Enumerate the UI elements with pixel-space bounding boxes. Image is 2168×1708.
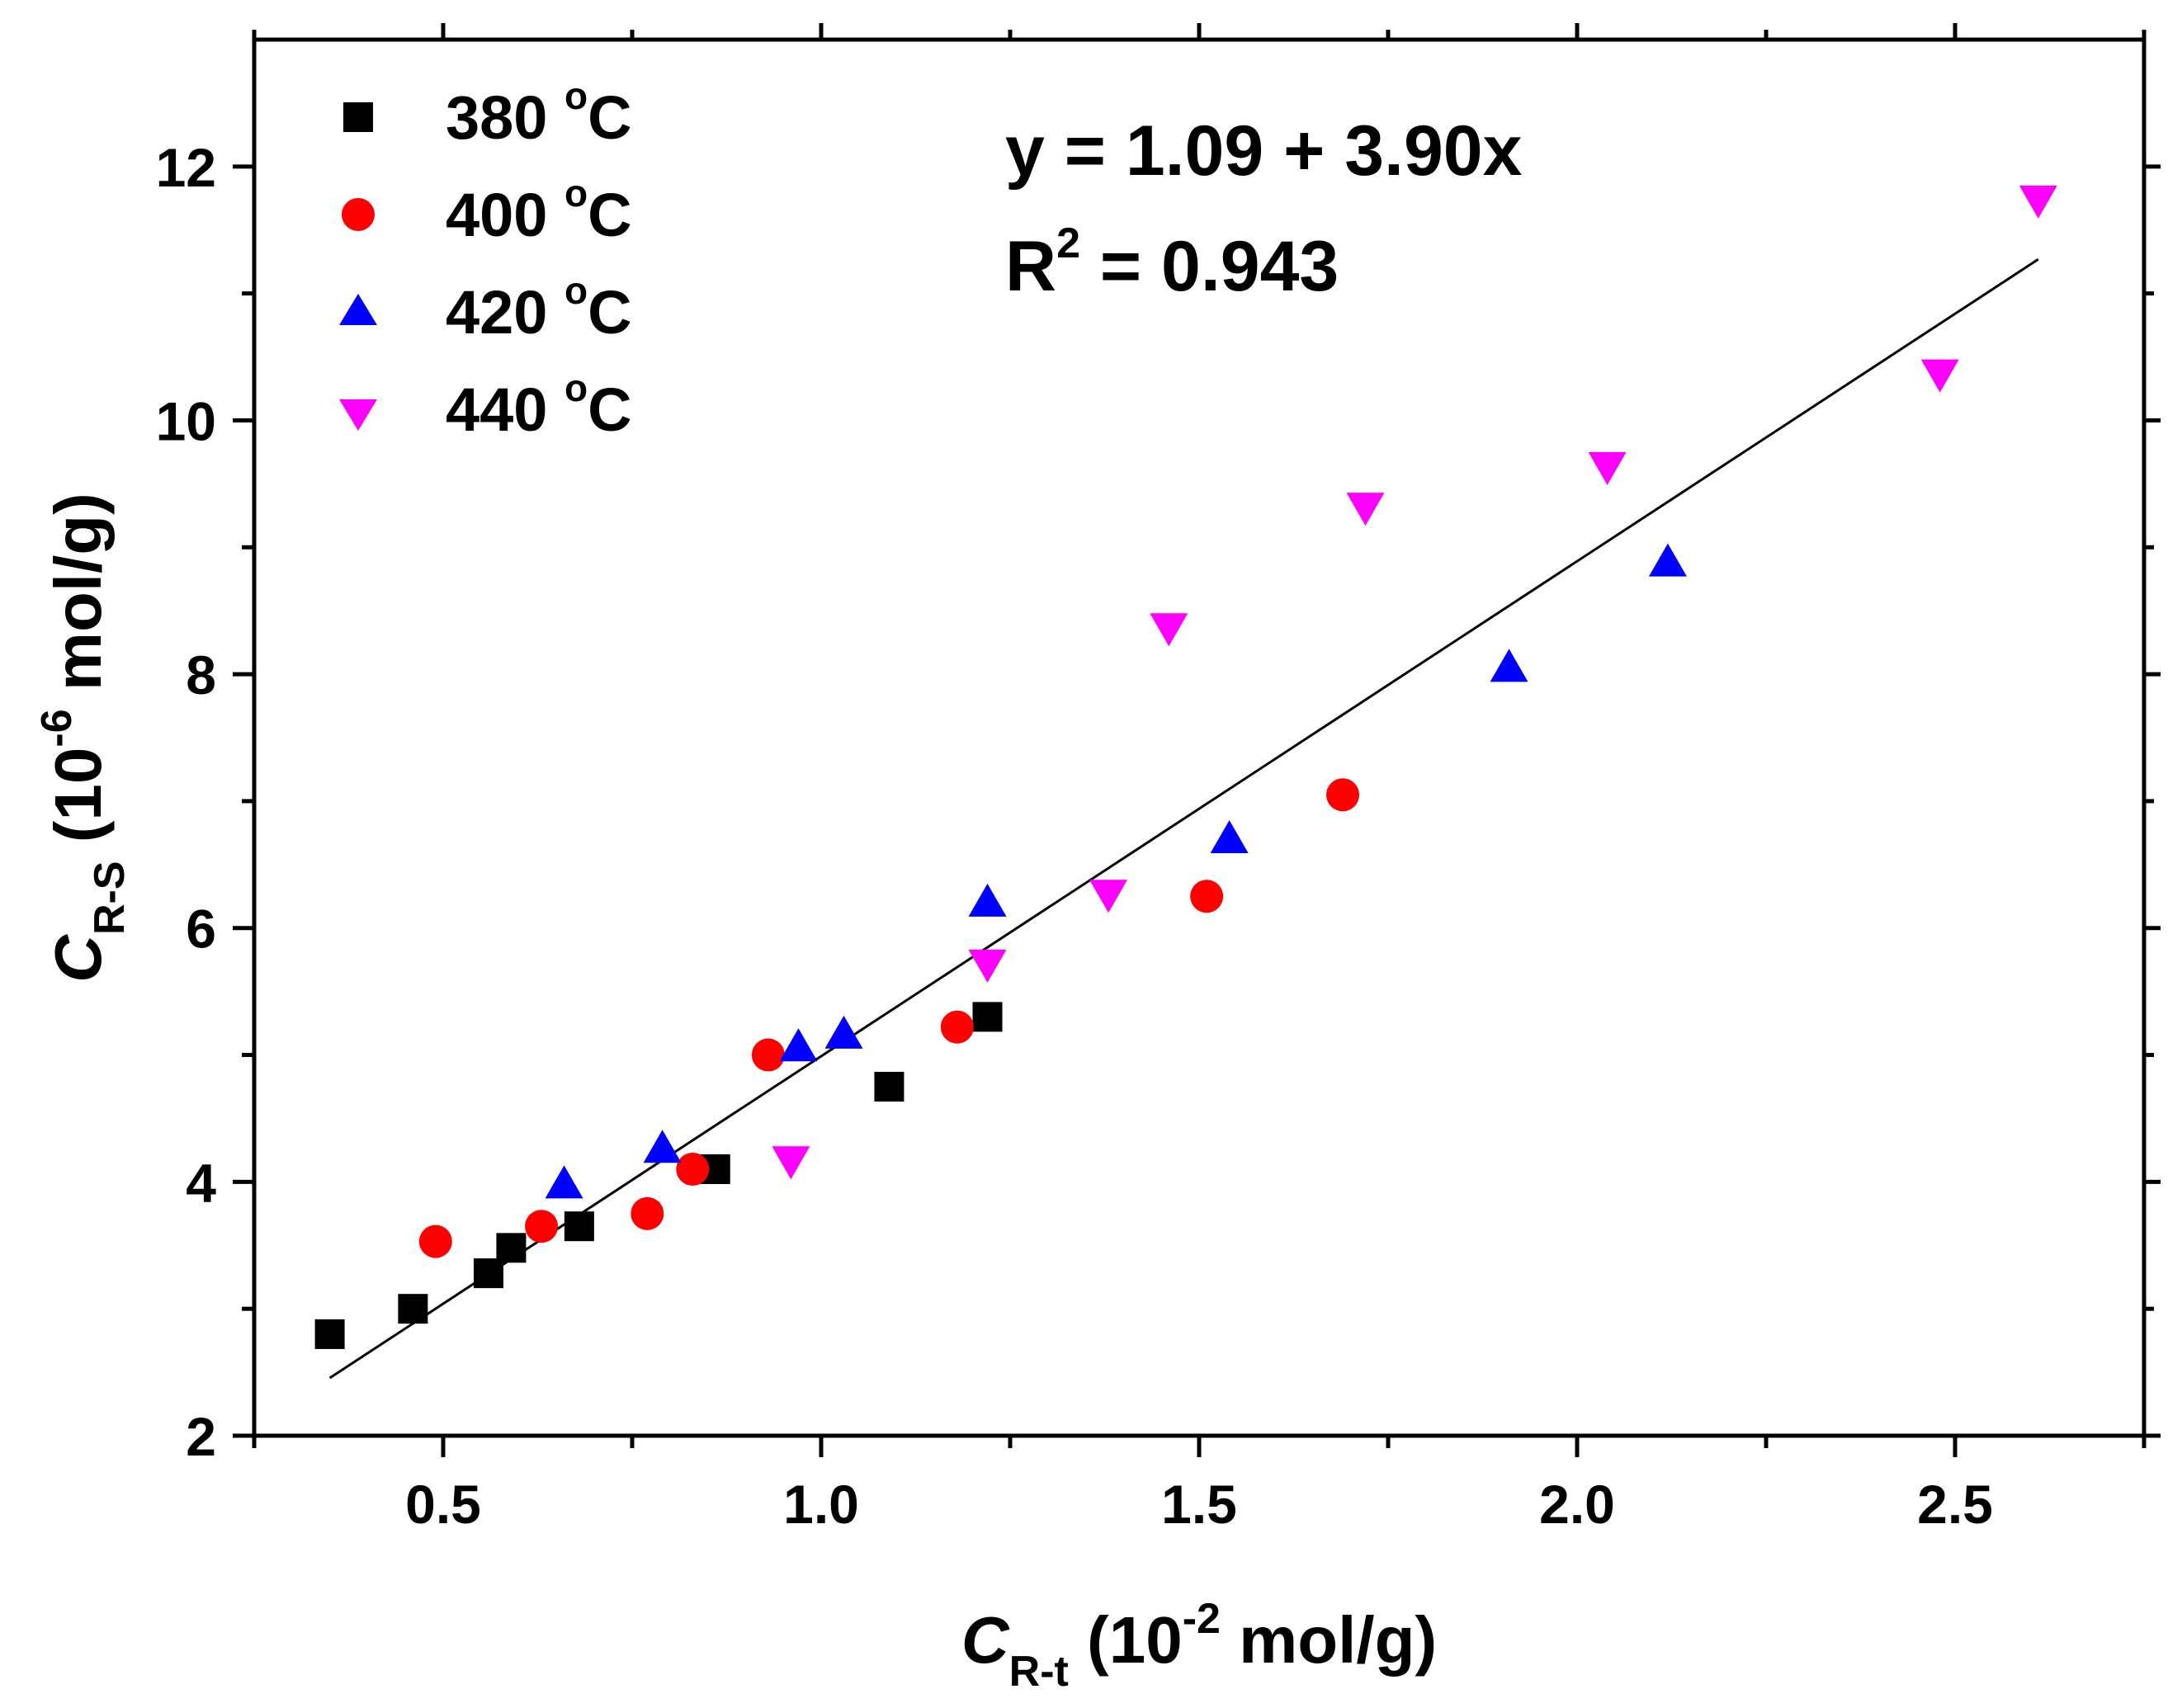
legend-marker-420 [339, 294, 377, 325]
data-point [824, 1015, 863, 1049]
y-tick-label: 2 [186, 1406, 216, 1467]
series-triangle-up [545, 543, 1687, 1199]
y-tick-label: 6 [186, 899, 216, 960]
data-points [314, 185, 2057, 1349]
data-point [398, 1294, 428, 1324]
data-point [1150, 613, 1188, 647]
y-tick-label: 4 [186, 1152, 216, 1213]
data-point [972, 1002, 1003, 1032]
data-point [772, 1146, 810, 1180]
x-axis-tick-labels: 0.5 1.0 1.5 2.0 2.5 [405, 1474, 1993, 1535]
data-point [940, 1010, 974, 1044]
data-point [545, 1165, 583, 1199]
legend: 380 oC 400 oC 420 oC 440 oC [339, 74, 632, 444]
y-axis-title: CR-S (10-6 mol/g) [33, 493, 134, 983]
data-point [1490, 649, 1528, 682]
data-point [676, 1152, 710, 1186]
y-tick-label: 8 [186, 644, 216, 705]
x-axis-title: CR-t (10-2 mol/g) [961, 1595, 1437, 1696]
r-squared: R2 = 0.943 [1005, 219, 1339, 306]
x-tick-label: 1.5 [1161, 1474, 1237, 1535]
legend-label-440: 440 oC [446, 366, 632, 444]
data-point [968, 949, 1007, 983]
y-tick-label: 12 [156, 137, 216, 198]
fit-equation: y = 1.09 + 3.90x [1005, 111, 1523, 191]
data-point [496, 1233, 527, 1263]
data-point [1648, 543, 1687, 577]
series-circle [418, 778, 1360, 1258]
data-point [751, 1038, 785, 1072]
legend-label-420: 420 oC [446, 269, 632, 347]
data-point [1210, 819, 1249, 853]
data-point [1920, 359, 1959, 393]
legend-marker-380 [343, 102, 373, 132]
fit-line [328, 258, 2039, 1380]
y-axis-tick-labels: 2 4 6 8 10 12 [156, 137, 217, 1467]
y-axis-ticks [233, 164, 2161, 1438]
data-point [1190, 880, 1224, 913]
data-point [473, 1258, 503, 1289]
data-point [314, 1319, 345, 1349]
data-point [968, 883, 1007, 917]
legend-label-400: 400 oC [446, 172, 632, 249]
legend-marker-400 [342, 198, 375, 231]
data-point [643, 1130, 682, 1163]
data-point [564, 1211, 594, 1242]
x-axis-ticks [252, 23, 2147, 1457]
data-point [874, 1072, 905, 1102]
x-tick-label: 2.0 [1539, 1474, 1615, 1535]
data-point [1588, 451, 1627, 485]
data-point [2019, 185, 2057, 219]
data-point [1089, 880, 1128, 913]
x-tick-label: 1.0 [783, 1474, 859, 1535]
x-tick-label: 0.5 [405, 1474, 481, 1535]
data-point [779, 1028, 818, 1062]
data-point [631, 1196, 664, 1230]
data-point [1346, 493, 1385, 526]
series-square [314, 1002, 1003, 1349]
series-triangle-down [772, 185, 2057, 1180]
x-tick-label: 2.5 [1917, 1474, 1993, 1535]
legend-label-380: 380 oC [446, 74, 632, 152]
data-point [1326, 778, 1360, 812]
y-tick-label: 10 [156, 390, 216, 451]
legend-marker-440 [339, 399, 377, 431]
data-point [418, 1224, 452, 1258]
data-point [525, 1210, 559, 1243]
